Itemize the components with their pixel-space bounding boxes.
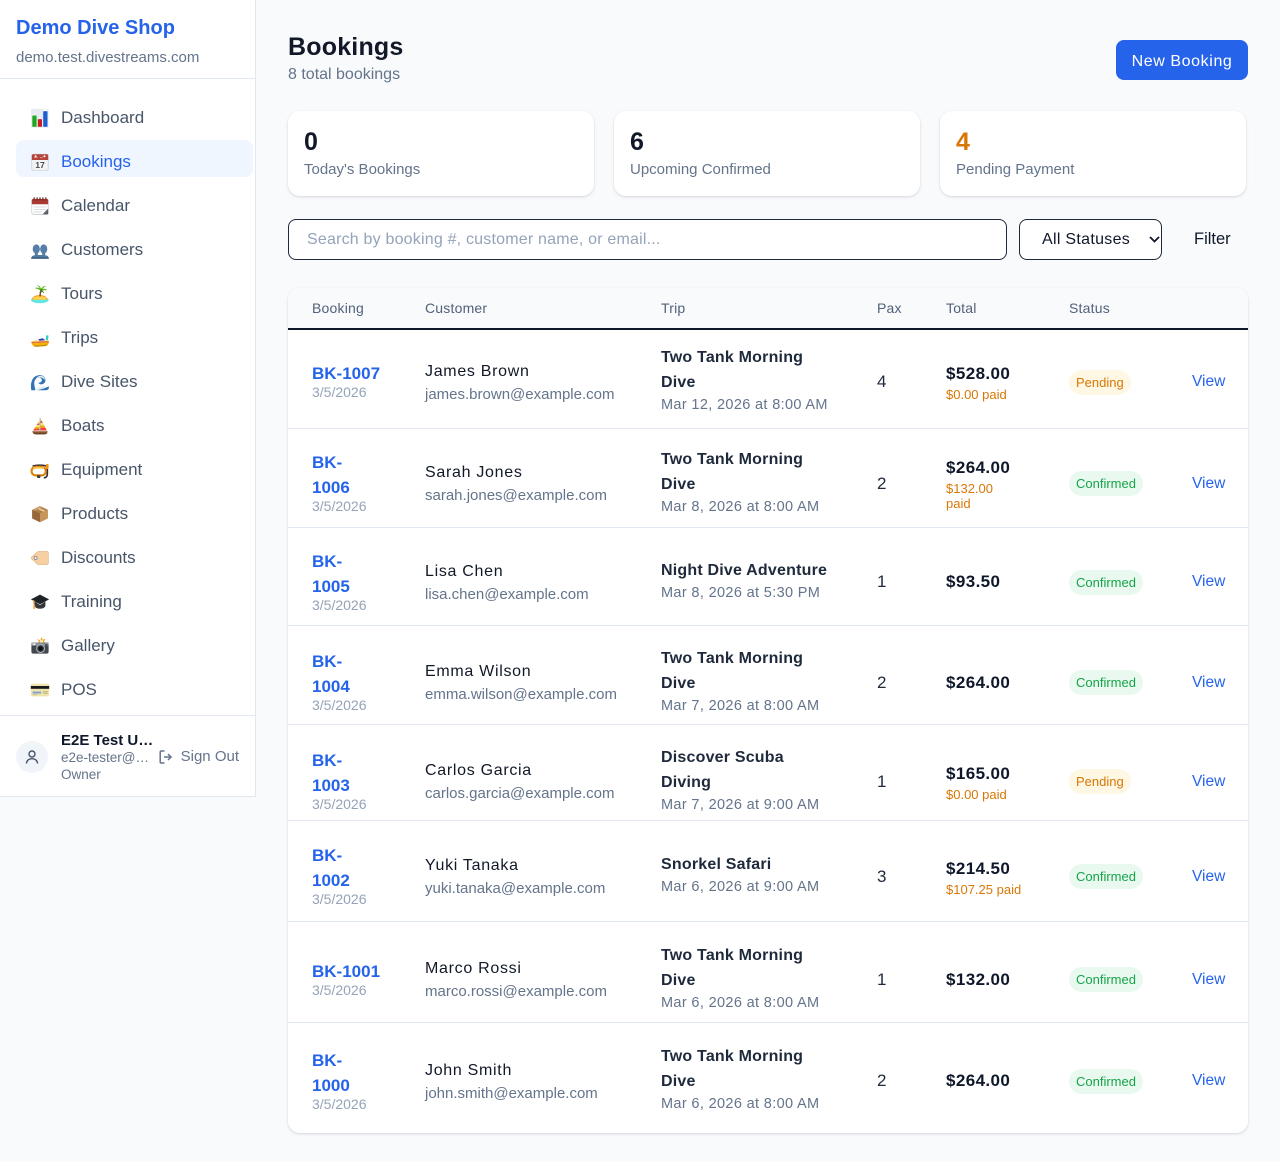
svg-text:17: 17 xyxy=(35,160,45,170)
